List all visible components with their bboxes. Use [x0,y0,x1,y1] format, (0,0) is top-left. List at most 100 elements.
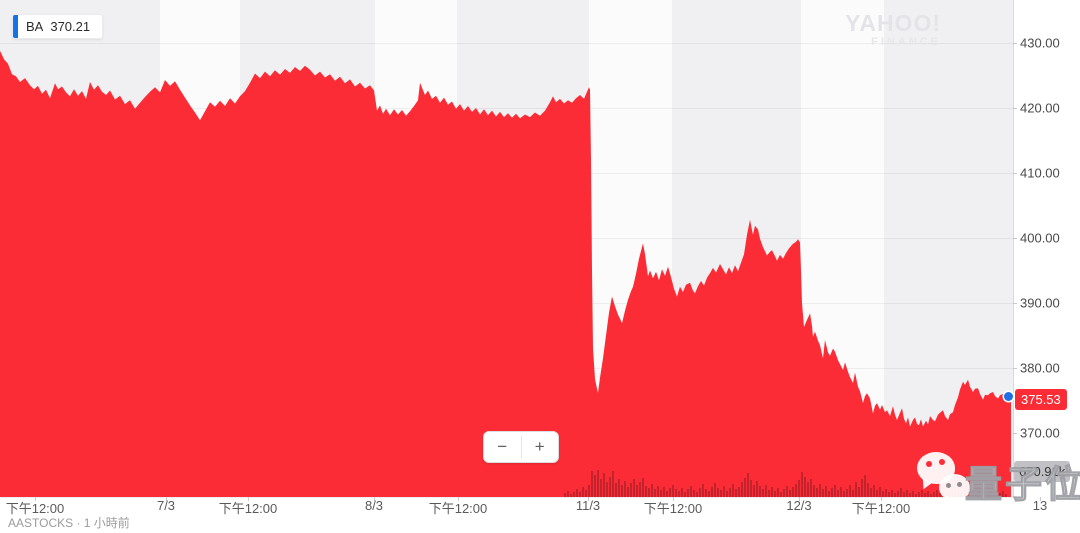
volume-bar [690,486,692,497]
x-axis-tick-label: 下午12:00 [851,501,911,516]
current-price-dot [1004,392,1013,401]
volume-bar [987,493,989,497]
x-axis-tick-label: 下午12:00 [643,501,703,516]
volume-bar [888,492,890,497]
yahoo-finance-watermark: YAHOO! FINANCE [845,12,941,48]
volume-bar [636,485,638,497]
volume-bar [975,493,977,497]
x-axis-tick-label: 8/3 [364,498,384,513]
volume-bar [741,482,743,497]
zoom-in-button[interactable]: + [534,437,545,456]
x-axis-tick-label: 下午12:00 [218,501,278,516]
volume-bar [900,488,902,497]
volume-bar [894,493,896,497]
y-axis-tick-label: 390.00 [1020,295,1060,311]
y-axis-tick-label: 410.00 [1020,165,1060,181]
volume-bar [813,485,815,497]
y-axis-tick [1013,108,1017,109]
volume-bar [1002,491,1004,497]
volume-bar [705,489,707,497]
volume-bar [804,477,806,497]
volume-bar [774,491,776,497]
volume-bar [858,487,860,497]
volume-bar [579,492,581,497]
volume-bar [867,483,869,497]
y-axis-tick [1013,368,1017,369]
volume-bar [567,491,569,497]
volume-bar [912,491,914,497]
symbol-label: BA [26,19,44,34]
volume-bar [720,490,722,497]
volume-bar [675,489,677,497]
x-axis-tick-label: 下午12:00 [5,501,65,516]
volume-bar [762,489,764,497]
volume-bar [570,494,572,497]
volume-bar [882,491,884,497]
volume-bar [627,487,629,497]
volume-bar [714,483,716,497]
volume-bar [576,489,578,497]
volume-bar [798,480,800,497]
volume-bar [918,492,920,497]
volume-bar [765,485,767,497]
volume-bar [780,492,782,497]
volume-bar [837,490,839,497]
volume-bar [909,493,911,497]
x-axis-tick [673,497,674,501]
current-price-badge: 375.53 [1015,389,1067,410]
volume-bar [723,486,725,497]
volume-bar [789,490,791,497]
volume-bar [792,487,794,497]
volume-bar [807,482,809,497]
volume-bar [615,483,617,497]
volume-bar [657,486,659,497]
chart-plot-area[interactable]: YAHOO! FINANCE − + [0,0,1013,497]
volume-bar [732,484,734,497]
volume-bar [795,484,797,497]
volume-bar [984,492,986,497]
volume-bar [699,488,701,497]
volume-bar [816,488,818,497]
volume-bar [828,491,830,497]
volume-bar [753,485,755,497]
y-axis-tick-label: 430.00 [1020,35,1060,51]
volume-bar [612,471,614,497]
volume-bar [666,491,668,497]
x-axis-tick-label: 7/3 [156,498,176,513]
volume-bar [603,473,605,497]
volume-bar [687,489,689,497]
volume-bar [759,486,761,497]
volume-bar [573,492,575,497]
volume-bar [624,481,626,497]
y-axis-tick [1013,303,1017,304]
x-axis-line [0,497,1013,498]
volume-bar [924,493,926,497]
volume-bar [930,494,932,497]
x-axis-tick [588,497,589,501]
volume-bar [726,491,728,497]
symbol-last-price: 370.21 [50,19,91,34]
gridline [0,43,1013,44]
volume-bar [681,488,683,497]
volume-bar [645,486,647,497]
volume-bar [708,491,710,497]
volume-bar [684,492,686,497]
y-axis-tick [1013,173,1017,174]
volume-bar [978,491,980,497]
y-axis-tick [1013,43,1017,44]
volume-bar [618,479,620,497]
volume-bar [864,475,866,497]
volume-bar [870,488,872,497]
x-axis-tick [35,497,36,501]
symbol-accent-bar [13,15,18,38]
volume-bar [564,493,566,497]
volume-bar [660,490,662,497]
volume-bar [843,491,845,497]
volume-bar [738,487,740,497]
volume-bar [990,491,992,497]
volume-bar [819,484,821,497]
volume-bar [693,490,695,497]
zoom-out-button[interactable]: − [497,437,508,456]
volume-bar [768,490,770,497]
volume-bar [582,487,584,497]
